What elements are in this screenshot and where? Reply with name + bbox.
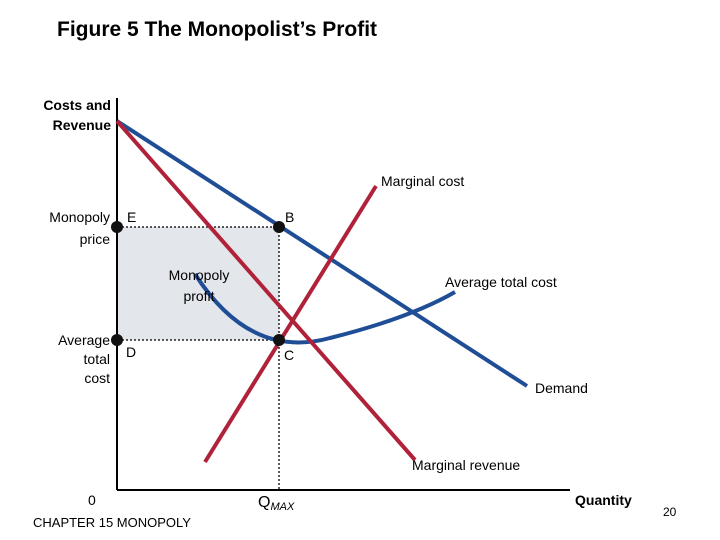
atc-curve-label: Average total cost	[445, 274, 557, 290]
origin-label: 0	[88, 492, 96, 508]
marginal-revenue-label: Marginal revenue	[412, 457, 520, 473]
point-e-dot	[111, 221, 123, 233]
footer-chapter: CHAPTER 15 MONOPOLY	[33, 515, 191, 530]
x-axis-label: Quantity	[575, 492, 632, 508]
figure-title: Figure 5 The Monopolist’s Profit	[57, 18, 378, 41]
point-b-label: B	[285, 209, 294, 225]
point-d-dot	[111, 334, 123, 346]
atc-label-line2: total	[84, 351, 110, 367]
monopoly-profit-label-line2: profit	[183, 288, 214, 304]
point-c-label: C	[284, 347, 294, 363]
demand-curve	[115, 119, 529, 388]
qmax-label: QMAX	[258, 494, 295, 513]
average-total-cost-curve	[193, 272, 457, 345]
marginal-cost-curve	[203, 184, 378, 464]
page-number: 20	[663, 505, 677, 519]
point-b-dot	[273, 221, 285, 233]
marginal-revenue-curve	[115, 119, 417, 462]
point-e-label: E	[127, 209, 136, 225]
demand-label: Demand	[535, 380, 588, 396]
atc-label-line1: Average	[58, 332, 110, 348]
point-d-label: D	[126, 344, 136, 360]
y-axis-label-line2: Revenue	[53, 117, 112, 133]
profit-area	[118, 227, 279, 340]
point-c-dot	[273, 334, 285, 346]
marginal-cost-label: Marginal cost	[381, 173, 464, 189]
monopoly-profit-label-line1: Monopoly	[169, 267, 230, 283]
atc-label-line3: cost	[84, 370, 110, 386]
y-axis-label-line1: Costs and	[43, 97, 111, 113]
monopoly-price-label-line1: Monopoly	[49, 209, 110, 225]
monopoly-price-label-line2: price	[80, 231, 111, 247]
